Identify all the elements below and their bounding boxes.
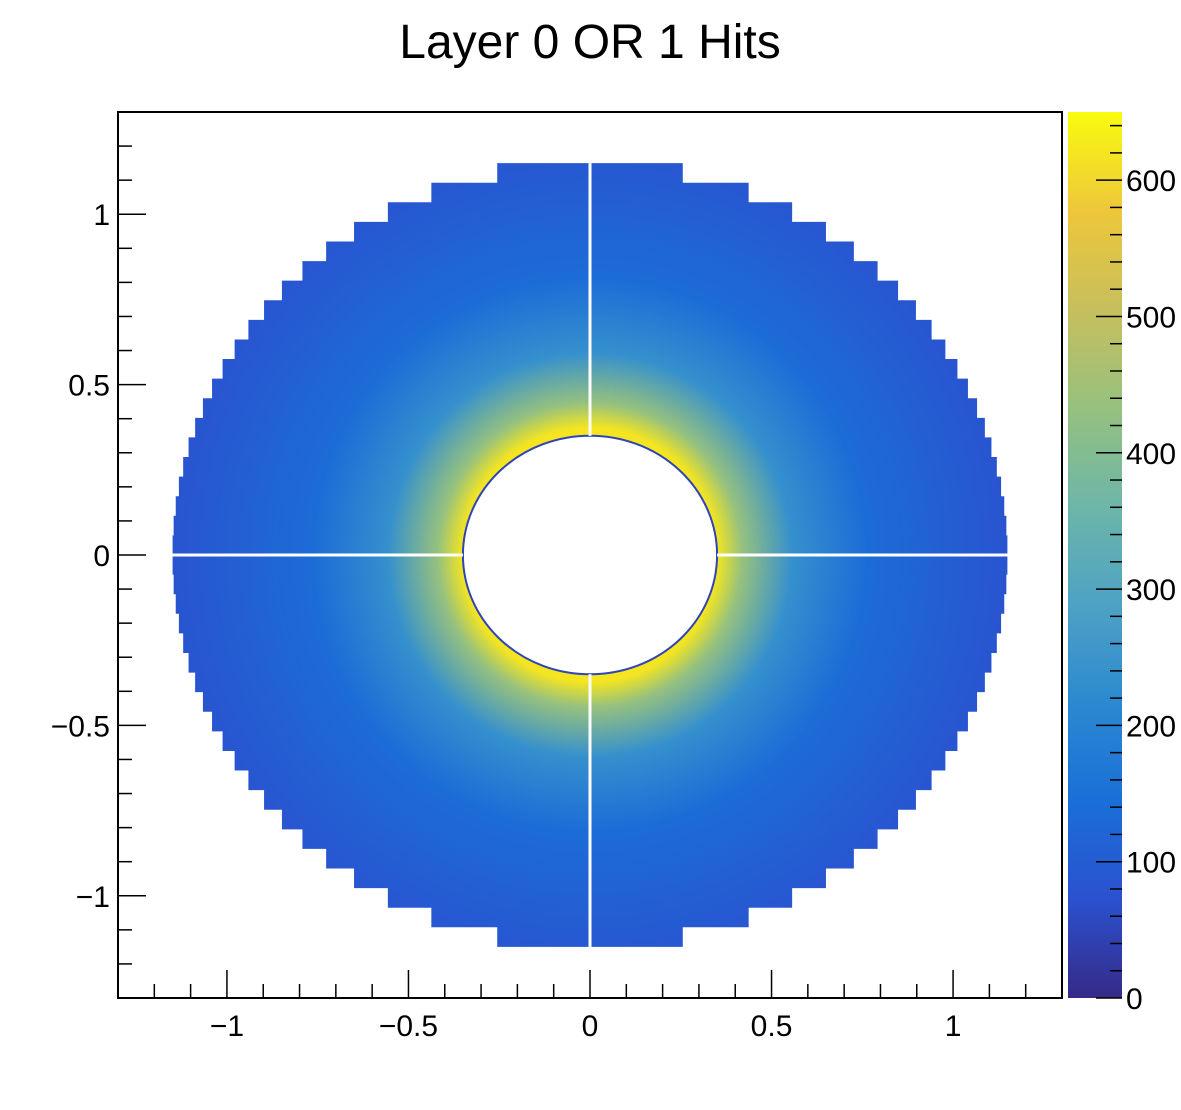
y-axis: −1 −0.5 0 0.5 1 <box>51 145 146 965</box>
x-axis: −1 −0.5 0 0.5 1 <box>153 970 1027 1043</box>
colorbar-tick-label: 200 <box>1126 710 1176 743</box>
colorbar-axis: 0 100 200 300 400 500 600 <box>1096 124 1176 1016</box>
colorbar-tick-label: 0 <box>1126 983 1143 1016</box>
colorbar <box>1068 112 1122 998</box>
y-tick-label: 1 <box>93 199 110 232</box>
y-tick-label: 0.5 <box>68 370 110 403</box>
colorbar-tick-label: 500 <box>1126 301 1176 334</box>
x-tick-label: 1 <box>945 1010 962 1043</box>
x-tick-label: 0.5 <box>751 1010 793 1043</box>
x-tick-label: −1 <box>210 1010 244 1043</box>
chart-title: Layer 0 OR 1 Hits <box>399 16 780 69</box>
inner-hole <box>461 434 719 676</box>
y-tick-label: −1 <box>76 881 110 914</box>
y-tick-label: 0 <box>93 540 110 573</box>
x-tick-label: −0.5 <box>379 1010 438 1043</box>
heatmap-plot <box>172 163 1008 947</box>
colorbar-tick-label: 300 <box>1126 574 1176 607</box>
y-tick-label: −0.5 <box>51 710 110 743</box>
x-tick-label: 0 <box>582 1010 599 1043</box>
colorbar-tick-label: 600 <box>1126 165 1176 198</box>
colorbar-tick-label: 400 <box>1126 438 1176 471</box>
colorbar-tick-label: 100 <box>1126 847 1176 880</box>
